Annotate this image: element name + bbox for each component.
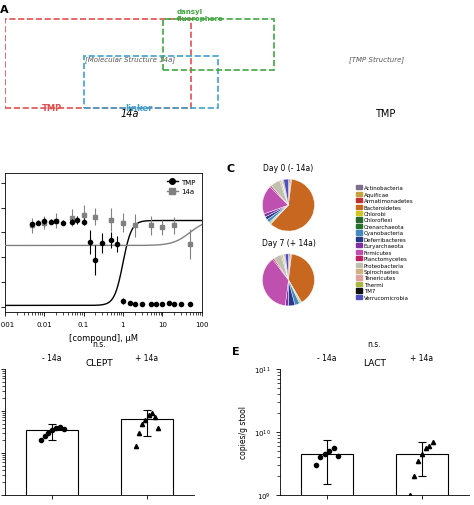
Wedge shape: [273, 259, 289, 280]
Text: TMP: TMP: [375, 109, 396, 119]
Text: - 14a: - 14a: [42, 354, 62, 363]
Wedge shape: [274, 256, 289, 280]
Wedge shape: [285, 255, 289, 280]
Wedge shape: [289, 255, 292, 280]
Title: CLEPT: CLEPT: [86, 358, 113, 367]
Wedge shape: [265, 206, 289, 220]
Text: [TMP Structure]: [TMP Structure]: [349, 56, 404, 63]
Wedge shape: [289, 255, 290, 280]
Text: A: A: [0, 5, 9, 15]
Text: 14a: 14a: [121, 109, 139, 119]
Wedge shape: [281, 180, 289, 206]
Wedge shape: [289, 280, 301, 303]
Wedge shape: [284, 255, 289, 280]
Wedge shape: [271, 181, 289, 206]
Text: linker: linker: [126, 104, 153, 113]
Title: LACT: LACT: [363, 358, 386, 367]
Wedge shape: [289, 180, 290, 206]
Text: n.s.: n.s.: [93, 340, 106, 348]
Text: + 14a: + 14a: [410, 354, 433, 363]
Wedge shape: [289, 280, 300, 306]
Text: + 14a: + 14a: [136, 354, 158, 363]
Wedge shape: [269, 206, 289, 223]
Wedge shape: [283, 180, 289, 206]
Text: n.s.: n.s.: [368, 340, 381, 348]
Wedge shape: [271, 180, 314, 232]
Wedge shape: [263, 187, 289, 215]
Wedge shape: [280, 181, 289, 206]
Text: E: E: [232, 347, 240, 357]
Wedge shape: [283, 180, 289, 206]
Text: TMP: TMP: [42, 104, 62, 113]
Wedge shape: [267, 206, 289, 223]
Bar: [301, 454, 353, 505]
Wedge shape: [289, 280, 301, 304]
Title: Day 0 (- 14a): Day 0 (- 14a): [264, 164, 314, 172]
Wedge shape: [289, 280, 300, 304]
Wedge shape: [282, 180, 289, 206]
Wedge shape: [270, 186, 289, 206]
Text: C: C: [227, 164, 235, 173]
Bar: [396, 454, 448, 505]
X-axis label: [compound], μM: [compound], μM: [69, 333, 138, 342]
Text: [Molecular Structure 14a]: [Molecular Structure 14a]: [85, 56, 175, 63]
Wedge shape: [264, 206, 289, 218]
Title: Day 7 (+ 14a): Day 7 (+ 14a): [262, 238, 315, 247]
Wedge shape: [289, 255, 291, 280]
Wedge shape: [289, 180, 291, 206]
Wedge shape: [285, 280, 289, 307]
Bar: [121, 419, 173, 505]
Wedge shape: [289, 180, 292, 206]
Wedge shape: [289, 280, 295, 307]
Legend: Actinobacteria, Aquificae, Armatimonadetes, Bacteroidetes, Chlorobi, Chloroflexi: Actinobacteria, Aquificae, Armatimonadet…: [356, 186, 413, 300]
Legend: TMP, 14a: TMP, 14a: [164, 177, 198, 197]
Wedge shape: [283, 255, 289, 280]
Wedge shape: [281, 255, 289, 280]
Text: - 14a: - 14a: [317, 354, 337, 363]
Y-axis label: copies/g stool: copies/g stool: [239, 406, 248, 459]
Wedge shape: [289, 255, 314, 302]
Wedge shape: [270, 206, 289, 224]
Wedge shape: [270, 206, 289, 225]
Text: dansyl
fluorophore: dansyl fluorophore: [177, 9, 223, 22]
Bar: [26, 430, 78, 505]
Wedge shape: [263, 260, 289, 306]
Wedge shape: [283, 255, 289, 280]
